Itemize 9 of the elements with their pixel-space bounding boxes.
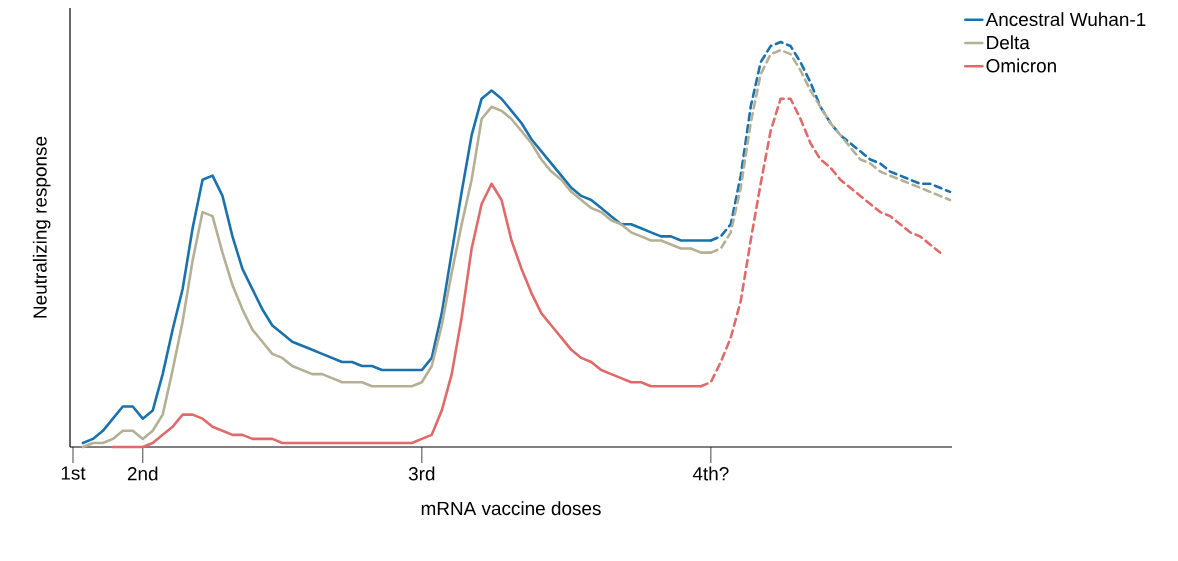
legend-label: Delta	[987, 35, 1030, 50]
legend-label: Omicron	[986, 58, 1056, 73]
x-axis-title: mRNA vaccine doses	[421, 501, 601, 516]
x-tick-label: 4th?	[692, 466, 729, 481]
x-tick-label: 2nd	[127, 466, 158, 481]
x-tick-label: 3rd	[408, 466, 435, 481]
x-tick-label: 1st	[61, 466, 86, 480]
legend-label: Ancestral Wuhan-1	[985, 12, 1146, 27]
y-axis-title: Neutralizing response	[32, 136, 51, 318]
